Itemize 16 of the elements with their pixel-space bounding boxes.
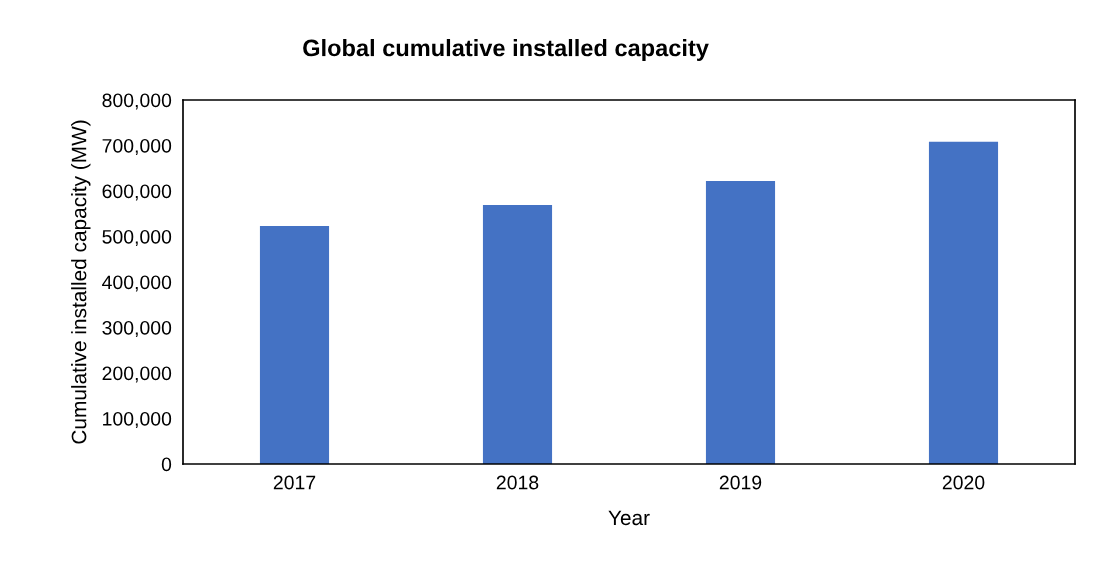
chart-title: Global cumulative installed capacity <box>303 39 709 62</box>
y-tick-label: 0 <box>161 457 172 472</box>
y-tick-label: 600,000 <box>102 184 172 201</box>
y-tick-label: 100,000 <box>103 411 172 429</box>
y-tick-label: 800,000 <box>102 93 172 110</box>
y-tick-label: 700,000 <box>102 138 172 156</box>
y-tick-label: 500,000 <box>102 229 172 247</box>
x-axis-title: Year <box>608 510 650 526</box>
x-tick-label: 2019 <box>719 475 762 490</box>
x-tick-label: 2017 <box>273 475 316 490</box>
x-tick-label: 2018 <box>496 475 539 490</box>
x-tick-label: 2020 <box>942 475 985 490</box>
y-axis-title: Cumulative installed capacity (MW) <box>71 120 91 444</box>
y-tick-label: 200,000 <box>102 366 172 383</box>
y-tick-label: 400,000 <box>102 275 172 292</box>
y-tick-label: 300,000 <box>102 320 172 338</box>
